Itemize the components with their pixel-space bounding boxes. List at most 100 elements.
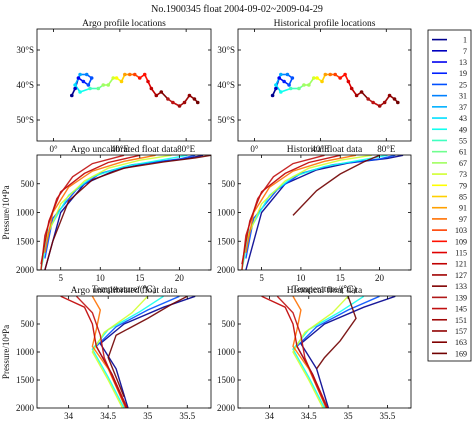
x-tick-label: 40°E <box>311 144 330 154</box>
y-tick-label: 500 <box>21 319 35 329</box>
location-point <box>377 104 382 108</box>
legend-label: 97 <box>459 215 467 224</box>
location-point <box>177 104 182 108</box>
y-axis-label: Pressure/10⁴Pa <box>1 185 11 239</box>
chart-panel-2: 0° 40°E 80°E 30°S 40°S 50°S Historical profile… <box>217 18 412 154</box>
profile-line <box>276 296 328 408</box>
location-point <box>338 76 342 80</box>
location-point <box>86 83 91 87</box>
chart-title: Argo uncalibrated float data <box>71 144 178 155</box>
location-point <box>387 93 392 98</box>
chart-panel-3: 5 10 15 20 500 1000 1500 2000 Argo uncalibrated … <box>1 144 212 294</box>
legend-label: 43 <box>459 114 467 123</box>
legend-label: 121 <box>455 260 467 269</box>
location-point <box>288 86 293 91</box>
x-tick-label: 35.5 <box>380 411 396 421</box>
y-tick-label: 1000 <box>16 347 35 357</box>
legend-label: 145 <box>455 305 467 314</box>
location-point <box>315 76 319 80</box>
location-point <box>392 97 397 101</box>
track-segment <box>74 74 81 86</box>
profile-line <box>292 155 380 216</box>
plot-background <box>238 296 411 408</box>
profile-line <box>245 155 404 270</box>
legend-label: 25 <box>459 80 467 89</box>
location-point <box>274 86 278 91</box>
y-tick-label: 40°S <box>16 80 34 90</box>
location-point <box>333 72 338 77</box>
x-tick-label: 34 <box>64 411 74 421</box>
location-point <box>154 93 159 98</box>
profile-line <box>299 296 396 408</box>
location-point <box>396 100 400 105</box>
legend-label: 13 <box>459 58 467 67</box>
profile-line <box>241 155 325 270</box>
legend-label: 85 <box>459 193 467 202</box>
y-tick-label: 50°S <box>217 115 235 125</box>
plot-area <box>70 72 200 108</box>
location-point <box>279 90 283 94</box>
location-point <box>84 72 89 77</box>
location-point <box>128 72 132 77</box>
location-point <box>354 93 359 98</box>
chart-title: Historical profile locations <box>274 18 376 29</box>
legend-label: 91 <box>459 204 467 213</box>
y-axis-label: Pressure/10⁴Pa <box>1 325 11 379</box>
y-tick-label: 1000 <box>16 208 35 218</box>
x-tick-label: 80°E <box>177 144 196 154</box>
chart-panel-4: 5 10 15 20 500 1000 1500 2000 Historical float d… <box>217 144 412 294</box>
x-tick-label: 20 <box>375 273 385 283</box>
plot-background <box>238 29 411 141</box>
location-point <box>270 93 275 98</box>
x-tick-label: 40°E <box>111 144 130 154</box>
legend-label: 37 <box>459 103 467 112</box>
location-point <box>297 86 301 91</box>
x-tick-label: 10 <box>96 273 106 283</box>
legend-label: 7 <box>463 47 467 56</box>
location-point <box>192 97 197 101</box>
chart-title: Historical float data <box>287 144 363 155</box>
legend-label: 61 <box>459 148 467 157</box>
y-tick-label: 1000 <box>217 208 236 218</box>
chart-panel-1: 0° 40°E 80°E 30°S 40°S 50°S Argo profile locat… <box>16 18 212 154</box>
location-point <box>101 83 106 87</box>
profile-line <box>91 296 149 408</box>
x-tick-label: 15 <box>135 273 145 283</box>
location-point <box>323 72 328 77</box>
location-point <box>349 86 354 91</box>
chart-panel-5: 34 34.5 35 35.5 500 1000 1500 2000 Argo uncalibr… <box>1 285 212 423</box>
location-point <box>78 90 82 94</box>
y-tick-label: 1500 <box>217 236 236 246</box>
y-tick-label: 500 <box>222 319 236 329</box>
location-point <box>132 72 137 77</box>
location-point <box>343 72 347 77</box>
profile-line <box>245 155 396 259</box>
plot-area <box>270 72 400 108</box>
location-point <box>73 86 77 91</box>
x-tick-label: 20 <box>175 273 185 283</box>
profile-line <box>44 155 156 253</box>
plot-area <box>40 155 211 270</box>
x-tick-label: 5 <box>58 273 63 283</box>
x-tick-label: 5 <box>259 273 264 283</box>
location-point <box>274 83 278 87</box>
location-point <box>111 76 116 80</box>
location-point <box>182 100 187 105</box>
location-point <box>70 93 74 98</box>
x-axis-label: Temperature/(℃) <box>92 284 156 294</box>
track-segment <box>275 74 282 86</box>
y-tick-label: 1500 <box>16 375 35 385</box>
location-point <box>279 72 283 77</box>
location-point <box>320 79 324 84</box>
location-point <box>146 79 150 84</box>
location-point <box>290 76 295 80</box>
chart-title: Historical float data <box>287 285 363 296</box>
legend-label: 67 <box>459 159 467 168</box>
profile-line <box>292 296 349 408</box>
location-point <box>81 79 86 84</box>
y-tick-label: 2000 <box>16 403 35 413</box>
location-point <box>171 100 175 105</box>
plot-area <box>60 296 196 408</box>
legend-label: 19 <box>459 69 467 78</box>
profile-line <box>75 296 128 408</box>
